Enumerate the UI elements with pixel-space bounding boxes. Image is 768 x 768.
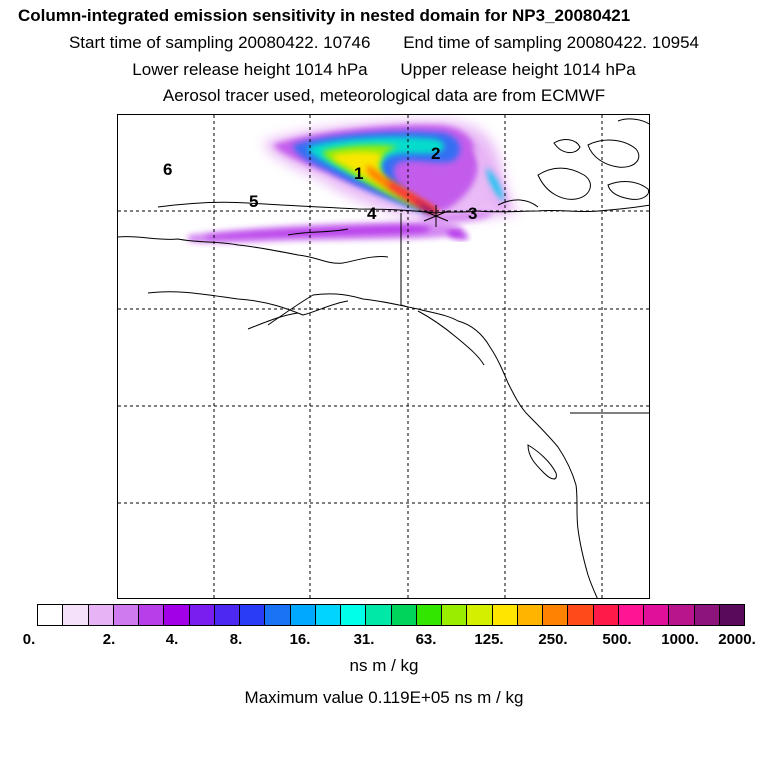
tick-label: 250. [538, 631, 568, 648]
color-scale-segment [189, 605, 215, 625]
color-scale-segment [694, 605, 720, 625]
color-scale-segment [240, 605, 266, 625]
color-scale-segment [164, 605, 190, 625]
marker-label: 1 [354, 164, 363, 183]
color-scale-segment [467, 605, 493, 625]
sensitivity-plume [188, 120, 518, 244]
colorbar-unit: ns m / kg [349, 656, 419, 675]
color-scale-segment [265, 605, 291, 625]
tick-label: 2000. [718, 631, 756, 648]
tick-label: 500. [602, 631, 632, 648]
color-scale-segment [88, 605, 114, 625]
tick-label: 4. [165, 631, 179, 648]
tick-label: 0. [22, 631, 36, 648]
upper-release-height: Upper release height 1014 hPa [400, 60, 636, 79]
color-scale-ticks: 0. 2. 4. 8. 16. 31. 63. 125. 250. 500. 1… [0, 631, 768, 651]
marker-label: 4 [367, 204, 377, 223]
tick-label: 16. [289, 631, 311, 648]
marker-label: 3 [468, 204, 477, 223]
tick-label: 8. [229, 631, 243, 648]
marker-label: 6 [163, 160, 172, 179]
color-scale-segment [669, 605, 695, 625]
color-scale-segment [618, 605, 644, 625]
color-scale-segment [492, 605, 518, 625]
maximum-value: Maximum value 0.119E+05 ns m / kg [244, 688, 524, 707]
color-scale-segment [290, 605, 316, 625]
marker-label: 5 [249, 192, 258, 211]
color-scale-segment [543, 605, 569, 625]
lower-release-height: Lower release height 1014 hPa [132, 60, 368, 79]
color-scale-segment [113, 605, 139, 625]
color-scale-segment [38, 605, 64, 625]
color-scale-segment [517, 605, 543, 625]
color-scale-segment [366, 605, 392, 625]
end-time: End time of sampling 20080422. 10954 [403, 33, 700, 52]
color-scale-segment [214, 605, 240, 625]
color-scale-segment [442, 605, 468, 625]
color-scale-segment [315, 605, 341, 625]
color-scale-segment [341, 605, 367, 625]
color-scale-segment [139, 605, 165, 625]
marker-label: 2 [431, 144, 440, 163]
coastlines [118, 118, 649, 598]
color-scale-segment [719, 605, 744, 625]
tick-label: 125. [474, 631, 504, 648]
map-title: Column-integrated emission sensitivity i… [18, 6, 631, 25]
tick-label: 2. [102, 631, 116, 648]
start-time: Start time of sampling 20080422. 10746 [68, 33, 371, 52]
color-scale-segment [644, 605, 670, 625]
color-scale-segment [391, 605, 417, 625]
tick-label: 31. [353, 631, 375, 648]
release-site-marker [423, 205, 449, 227]
sampling-times: Start time of sampling 20080422. 10746 E… [0, 33, 768, 53]
color-scale-bar [37, 604, 745, 626]
tick-label: 63. [415, 631, 437, 648]
emission-sensitivity-map: 1 2 3 4 5 6 [117, 114, 650, 599]
tracer-note: Aerosol tracer used, meteorological data… [162, 86, 606, 105]
color-scale-segment [416, 605, 442, 625]
color-scale-segment [593, 605, 619, 625]
color-scale-segment [568, 605, 594, 625]
map-canvas: 1 2 3 4 5 6 [118, 115, 649, 598]
release-heights: Lower release height 1014 hPa Upper rele… [0, 60, 768, 80]
color-scale-segment [63, 605, 89, 625]
tick-label: 1000. [661, 631, 699, 648]
